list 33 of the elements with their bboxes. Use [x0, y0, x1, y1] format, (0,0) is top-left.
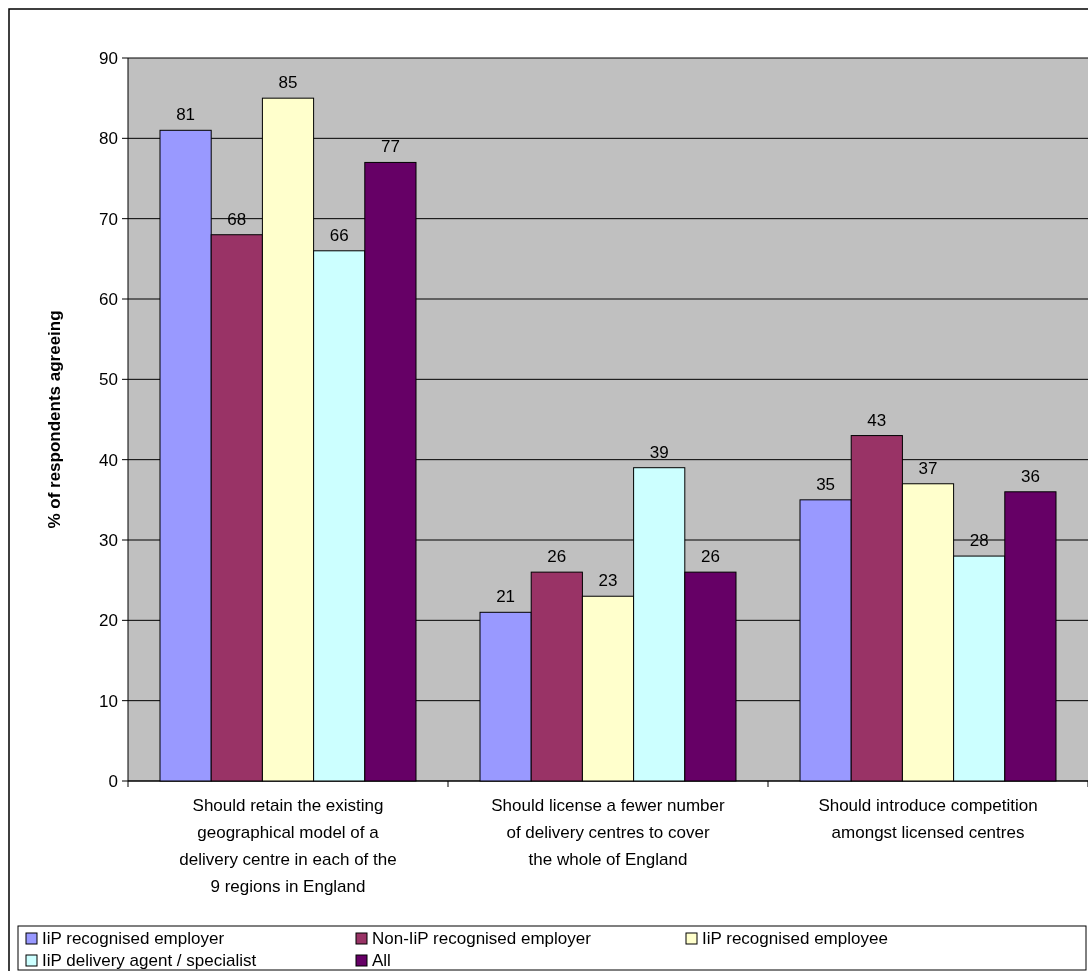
data-label: 21 [496, 587, 516, 607]
legend-label: IiP delivery agent / specialist [42, 950, 257, 970]
data-label: 35 [816, 474, 836, 494]
data-label: 77 [380, 137, 400, 157]
y-tick-label: 70 [99, 209, 118, 229]
y-tick-label: 50 [99, 370, 118, 390]
y-tick-label: 30 [99, 530, 118, 550]
data-label: 37 [918, 458, 938, 478]
data-label: 66 [329, 225, 349, 245]
y-tick-label: 10 [99, 691, 118, 711]
x-tick-label: Should retain the existing geographical model of a delivery centre in each of the 9 regions in England [179, 796, 397, 896]
y-tick-label: 90 [99, 48, 118, 68]
y-axis-title: % of respondents agreeing [45, 310, 64, 529]
legend-label: IiP recognised employee [702, 928, 888, 948]
y-tick-label: 80 [99, 129, 118, 149]
x-tick-label: Should license a fewer number of delivery centres to cover the whole of England [491, 796, 726, 869]
y-tick-label: 0 [108, 771, 118, 791]
x-tick-label: Should introduce competition amongst licensed centres [818, 796, 1038, 842]
data-label: 26 [547, 547, 567, 567]
data-label: 39 [649, 442, 669, 462]
data-label: 23 [598, 571, 618, 591]
data-label: 28 [969, 531, 989, 551]
data-label: 26 [700, 547, 720, 567]
y-tick-label: 60 [99, 289, 118, 309]
legend-label: Non-IiP recognised employer [372, 928, 592, 948]
y-tick-label: 40 [99, 450, 118, 470]
y-tick-label: 20 [99, 611, 118, 631]
data-label: 85 [278, 73, 298, 93]
legend-label: All [372, 950, 391, 970]
data-label: 43 [867, 410, 887, 430]
data-label: 81 [176, 105, 196, 125]
legend-label: IiP recognised employer [42, 928, 225, 948]
data-label: 36 [1020, 466, 1040, 486]
